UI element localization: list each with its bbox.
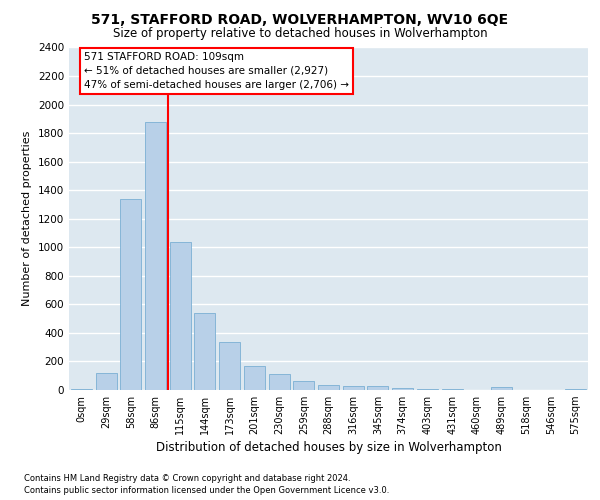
Bar [293, 382, 314, 390]
Text: 571, STAFFORD ROAD, WOLVERHAMPTON, WV10 6QE: 571, STAFFORD ROAD, WOLVERHAMPTON, WV10 … [91, 12, 509, 26]
Bar [145, 122, 166, 390]
Bar [71, 388, 92, 390]
Bar [244, 366, 265, 390]
Bar [343, 386, 364, 390]
Bar [170, 242, 191, 390]
Bar [392, 388, 413, 390]
Bar [318, 384, 339, 390]
Bar [491, 387, 512, 390]
Bar [120, 199, 141, 390]
X-axis label: Distribution of detached houses by size in Wolverhampton: Distribution of detached houses by size … [155, 442, 502, 454]
Text: Contains HM Land Registry data © Crown copyright and database right 2024.
Contai: Contains HM Land Registry data © Crown c… [24, 474, 389, 495]
Bar [269, 374, 290, 390]
Bar [565, 388, 586, 390]
Bar [194, 313, 215, 390]
Text: Size of property relative to detached houses in Wolverhampton: Size of property relative to detached ho… [113, 28, 487, 40]
Bar [95, 373, 116, 390]
Y-axis label: Number of detached properties: Number of detached properties [22, 131, 32, 306]
Text: 571 STAFFORD ROAD: 109sqm
← 51% of detached houses are smaller (2,927)
47% of se: 571 STAFFORD ROAD: 109sqm ← 51% of detac… [84, 52, 349, 90]
Bar [367, 386, 388, 390]
Bar [219, 342, 240, 390]
